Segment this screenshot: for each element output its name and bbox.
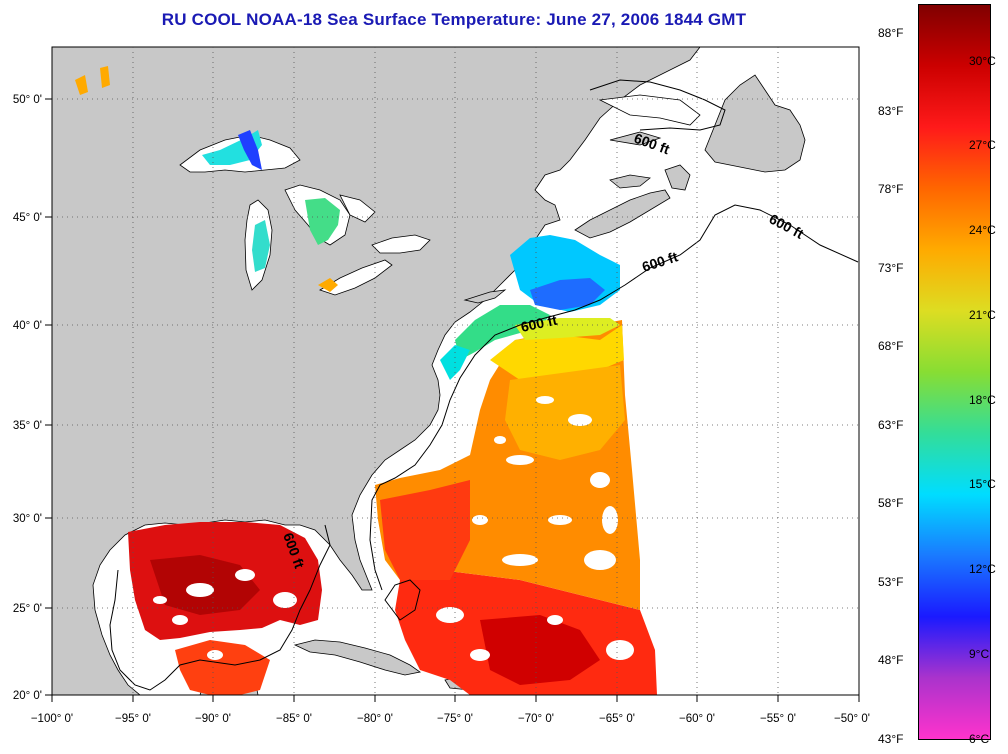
lon-label: −55° 0' [760,713,796,725]
graticule [52,47,859,695]
color-scale-bar [918,4,991,740]
colorbar-f-label: 58°F [878,496,904,510]
lon-label: −60° 0' [679,713,715,725]
land-layer [52,47,806,695]
lon-label: −100° 0' [31,713,73,725]
lat-label: 45° 0' [13,212,42,224]
lat-label: 40° 0' [13,320,42,332]
tick-marks [45,98,860,702]
isobath-600ft [109,79,859,691]
gulf-st-lawrence-water [598,94,701,126]
map-title: RU COOL NOAA-18 Sea Surface Temperature:… [161,10,747,29]
lon-label: −80° 0' [357,713,393,725]
sst-gulf-south [175,640,270,695]
lat-label: 35° 0' [13,420,42,432]
lon-label: −90° 0' [195,713,231,725]
longitude-labels: −100° 0' −95° 0' −90° 0' −85° 0' −80° 0'… [31,713,870,725]
cloud-gaps [153,396,634,661]
pei-land [609,174,651,189]
colorbar-c-label: 18°C [969,393,996,407]
colorbar-c-label: 15°C [969,477,996,491]
colorbar-f-label: 73°F [878,261,904,275]
sst-lake-michigan [252,220,270,272]
colorbar-c-label: 12°C [969,562,996,576]
colorbar-f-label: 53°F [878,575,904,589]
isobath-bahamas [384,579,421,621]
nova-scotia-land [574,189,671,239]
colorbar-f-label: 78°F [878,182,904,196]
isobath-gulf-stlawrence [589,79,726,131]
lake-ontario [371,234,431,254]
sst-atlantic-orange-north [505,365,625,460]
sst-georges-bank [530,278,605,310]
north-america-land [52,47,701,695]
colorbar-f-label: 43°F [878,732,904,746]
colorbar-c-label: 27°C [969,138,996,152]
sst-hudson-bay-pond [75,75,88,95]
colorbar-f-label: 63°F [878,418,904,432]
sst-lake-huron [305,198,340,245]
lon-label: −50° 0' [834,713,870,725]
cape-breton-land [664,164,691,191]
lat-label: 50° 0' [13,94,42,106]
colorbar-f-label: 88°F [878,26,904,40]
sst-lake-superior-blue [238,130,262,170]
sst-lake-erie [318,278,338,292]
georgian-bay [339,194,376,223]
lake-erie [319,259,393,296]
cuba-land [293,639,421,676]
lon-label: −70° 0' [518,713,554,725]
sst-slope-yellow [515,318,620,340]
newfoundland-land [704,74,806,173]
sst-data-layer [75,66,657,695]
colorbar-f-label: 83°F [878,104,904,118]
lat-label: 20° 0' [13,690,42,702]
sst-atlantic-red-south [380,480,470,580]
colorbar-c-label: 9°C [969,647,990,661]
lon-label: −95° 0' [115,713,151,725]
colorbar-f-label: 68°F [878,339,904,353]
lat-label: 30° 0' [13,513,42,525]
isobath-label: 600 ft [519,312,558,335]
lon-label: −65° 0' [599,713,635,725]
isobath-atlantic-line [369,204,859,591]
long-island-land [463,289,507,304]
lon-label: −85° 0' [276,713,312,725]
lat-label: 25° 0' [13,603,42,615]
colorbar-f-label: 48°F [878,653,904,667]
sst-small-pond [100,66,110,88]
anticosti-land [609,131,662,146]
colorbar-c-label: 21°C [969,308,996,322]
lon-label: −75° 0' [437,713,473,725]
latitude-labels: 50° 0' 45° 0' 40° 0' 35° 0' 30° 0' 25° 0… [13,94,42,702]
isobath-gulf-line [109,524,331,691]
sst-atlantic-yellow [490,325,624,380]
sst-caribbean-dark [480,615,600,685]
colorbar-c-label: 6°C [969,732,990,746]
colorbar-c-label: 30°C [969,54,996,68]
colorbar-c-label: 24°C [969,223,996,237]
